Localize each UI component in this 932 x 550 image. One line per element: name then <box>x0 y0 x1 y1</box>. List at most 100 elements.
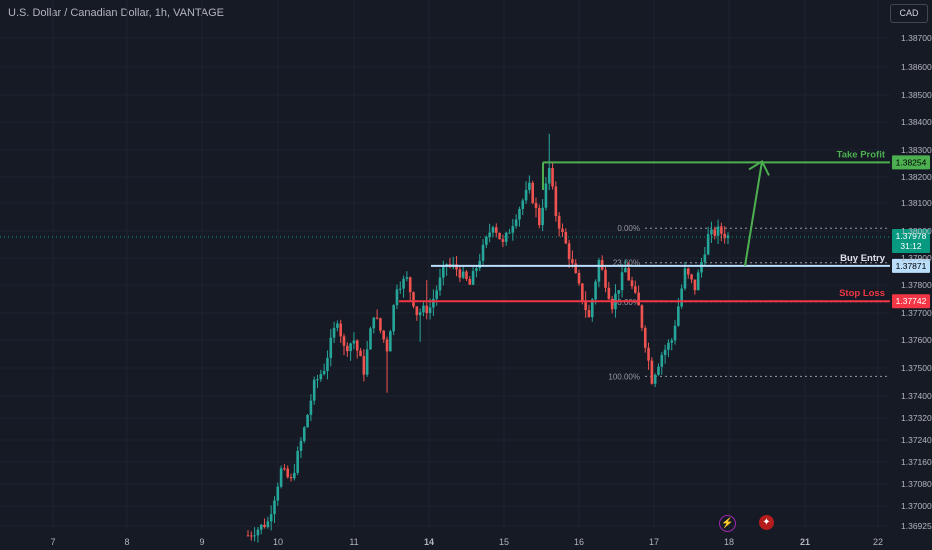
candle-body <box>624 268 627 273</box>
candle-body <box>524 189 528 201</box>
candle-body <box>375 317 379 319</box>
candle-body <box>329 337 333 358</box>
candle-body <box>299 440 303 451</box>
candle-body <box>703 254 707 263</box>
candle-body <box>263 524 266 528</box>
candle-body <box>696 272 700 291</box>
candle-body <box>574 263 578 273</box>
candle-body <box>246 535 250 537</box>
candle-body <box>713 229 717 236</box>
candle-body <box>342 336 346 346</box>
candle-body <box>554 186 558 217</box>
candle-body <box>637 292 640 306</box>
x-tick-label: 22 <box>873 537 883 547</box>
candle-body <box>504 232 508 242</box>
candle-body <box>488 232 491 237</box>
candle-body <box>478 260 482 269</box>
candle-body <box>587 310 591 318</box>
candle-body <box>620 272 624 291</box>
y-tick-label: 1.37160 <box>901 457 932 467</box>
candle-body <box>491 227 495 233</box>
candle-body <box>349 343 352 352</box>
candle-body <box>657 366 660 375</box>
candle-body <box>720 226 723 234</box>
candle-body <box>302 427 306 441</box>
level-price-tag <box>892 258 930 273</box>
candle-body <box>332 327 336 338</box>
candle-body <box>514 219 518 227</box>
y-tick-label: 1.37600 <box>901 335 932 345</box>
x-tick-label: 21 <box>800 537 810 547</box>
candle-body <box>309 400 313 415</box>
x-tick-label: 17 <box>649 537 659 547</box>
candle-body <box>653 374 657 384</box>
candle-body <box>567 243 571 260</box>
fib-level-label: 23.60% <box>613 259 640 268</box>
candle-body <box>415 306 419 316</box>
candle-body <box>650 360 654 384</box>
x-tick-label: 15 <box>499 537 509 547</box>
x-tick-label: 8 <box>124 537 129 547</box>
current-price-label: 1.37978 <box>896 231 927 241</box>
candle-body <box>485 236 488 245</box>
candle-body <box>289 477 293 479</box>
candle-body <box>412 292 415 307</box>
candle-body <box>369 328 372 350</box>
candle-body <box>471 271 475 285</box>
y-tick-label: 1.38000 <box>901 226 932 236</box>
projection-arrow-head <box>748 159 770 176</box>
x-tick-label: 16 <box>574 537 584 547</box>
candle-body <box>677 306 680 326</box>
candle-body <box>326 357 329 371</box>
candle-body <box>428 307 432 314</box>
candle-body <box>584 300 587 311</box>
candle-body <box>438 277 442 291</box>
candle-body <box>355 340 359 351</box>
candle-body <box>250 535 253 537</box>
current-price-tag <box>892 228 930 253</box>
currency-selector[interactable]: CAD <box>890 4 928 23</box>
candle-body <box>660 354 664 367</box>
candle-body <box>398 288 402 290</box>
y-tick-label: 1.38700 <box>901 33 932 43</box>
candle-body <box>408 277 412 293</box>
candle-body <box>359 350 362 357</box>
candle-body <box>442 266 445 278</box>
lightning-icon[interactable]: ⚡ <box>719 515 736 532</box>
candle-body <box>253 535 256 537</box>
x-tick-label: 10 <box>273 537 283 547</box>
candle-body <box>465 271 468 280</box>
candle-body <box>475 268 478 272</box>
candle-body <box>481 244 485 261</box>
y-tick-label: 1.38200 <box>901 172 932 182</box>
candle-body <box>451 264 455 266</box>
candle-body <box>432 298 435 308</box>
candle-body <box>418 312 422 316</box>
candle-body <box>680 288 683 307</box>
y-tick-label: 1.38600 <box>901 62 932 72</box>
x-tick-label: 18 <box>724 537 734 547</box>
level-label: Take Profit <box>837 149 886 160</box>
candle-body <box>458 269 462 278</box>
candle-body <box>590 299 594 318</box>
candle-body <box>604 269 607 288</box>
y-tick-label: 1.38300 <box>901 145 932 155</box>
candle-body <box>518 208 521 220</box>
candle-body <box>259 524 263 530</box>
candle-body <box>461 271 465 278</box>
candle-body <box>511 226 515 233</box>
candle-body <box>561 228 564 232</box>
candle-body <box>686 268 690 275</box>
candle-body <box>395 289 399 306</box>
candle-body <box>501 239 505 242</box>
candle-body <box>312 379 316 401</box>
fib-level-label: 0.00% <box>617 224 640 233</box>
x-tick-label: 7 <box>50 537 55 547</box>
us-flag-icon[interactable]: ✦ <box>759 515 774 530</box>
candle-body <box>564 231 568 244</box>
candle-body <box>279 468 283 487</box>
candle-body <box>581 283 584 301</box>
level-price-tag <box>892 294 930 309</box>
candle-body <box>468 279 472 285</box>
